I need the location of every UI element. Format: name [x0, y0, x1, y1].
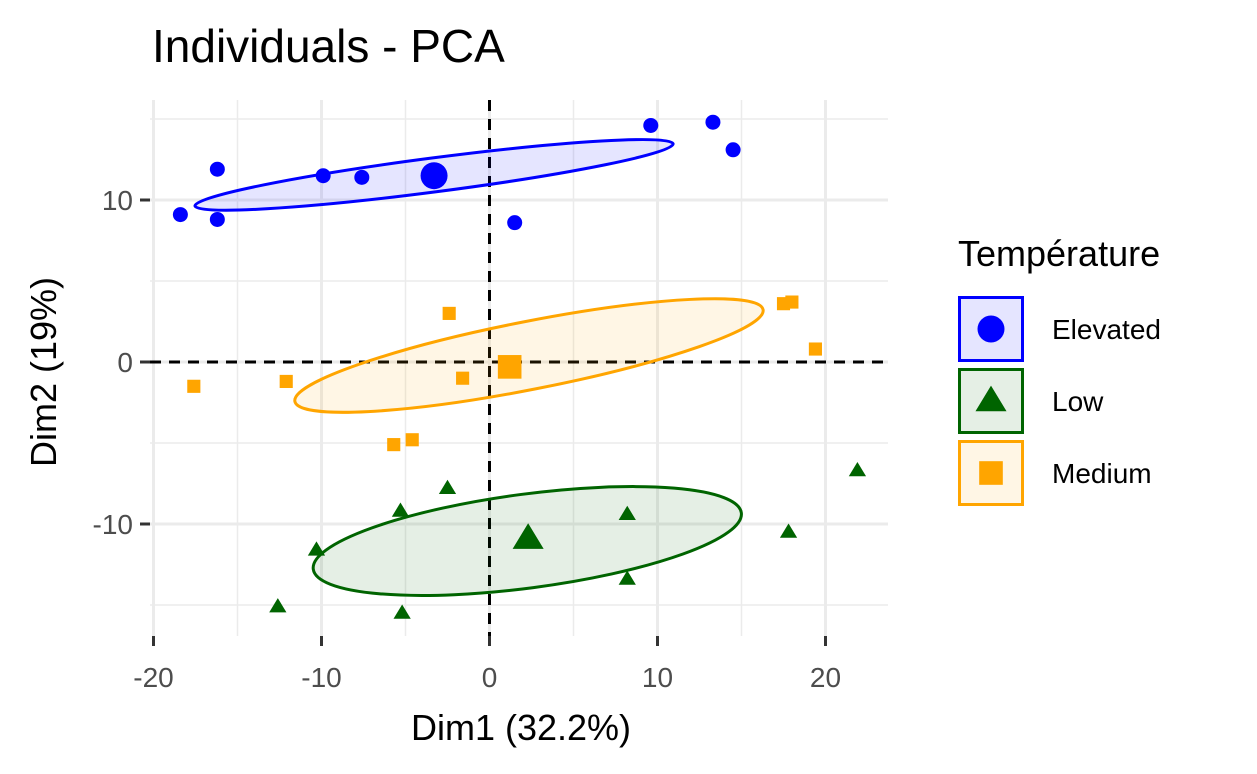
point-low: [618, 570, 636, 585]
point-medium: [808, 342, 822, 356]
point-low: [618, 505, 636, 520]
chart-title: Individuals - PCA: [152, 20, 505, 72]
legend-label-elevated: Elevated: [1052, 314, 1161, 345]
point-elevated: [507, 215, 523, 231]
legend-key-medium: [958, 440, 1024, 506]
point-medium: [405, 433, 419, 447]
centroid-low: [512, 523, 544, 549]
point-medium: [785, 295, 799, 309]
point-elevated: [315, 168, 331, 184]
legend-title: Température: [958, 233, 1160, 274]
point-elevated: [643, 117, 659, 133]
centroid-elevated: [420, 162, 448, 190]
point-medium: [279, 374, 293, 389]
point-medium: [442, 306, 456, 320]
point-low: [307, 541, 326, 556]
y-axis-title: Dim2 (19%): [23, 277, 64, 467]
point-low: [391, 502, 410, 517]
data-points: [172, 114, 867, 619]
point-low: [438, 479, 457, 495]
legend-symbol-low: [975, 385, 1007, 412]
point-medium: [387, 438, 401, 452]
centroid-medium: [497, 355, 522, 379]
point-low: [779, 523, 798, 538]
legend: Température Elevated Low Medium: [958, 233, 1161, 506]
y-tick-label: -10: [93, 509, 133, 540]
point-elevated: [725, 142, 741, 158]
x-tick-label: -20: [133, 662, 173, 693]
point-elevated: [705, 114, 721, 130]
legend-symbol-elevated: [977, 315, 1005, 343]
x-tick-label: 20: [810, 662, 841, 693]
legend-symbol-medium: [979, 461, 1003, 485]
x-tick-label: 10: [642, 662, 673, 693]
point-medium: [187, 379, 201, 393]
point-low: [393, 604, 411, 619]
point-elevated: [209, 161, 225, 177]
point-elevated: [209, 211, 225, 227]
point-low: [269, 598, 287, 613]
x-tick-label: 0: [482, 662, 498, 693]
point-elevated: [172, 207, 188, 223]
ellipse-medium: [293, 297, 765, 414]
legend-label-low: Low: [1052, 386, 1104, 417]
y-tick-label: 0: [117, 347, 133, 378]
x-tick-label: -10: [301, 662, 341, 693]
x-axis-title: Dim1 (32.2%): [411, 707, 631, 748]
axes: -20 -10 0 10 20 -10 0 10: [93, 185, 842, 693]
point-low: [848, 461, 867, 477]
grid: [150, 100, 888, 636]
legend-label-medium: Medium: [1052, 458, 1152, 489]
point-medium: [456, 371, 470, 385]
y-tick-label: 10: [102, 185, 133, 216]
point-elevated: [354, 169, 370, 185]
